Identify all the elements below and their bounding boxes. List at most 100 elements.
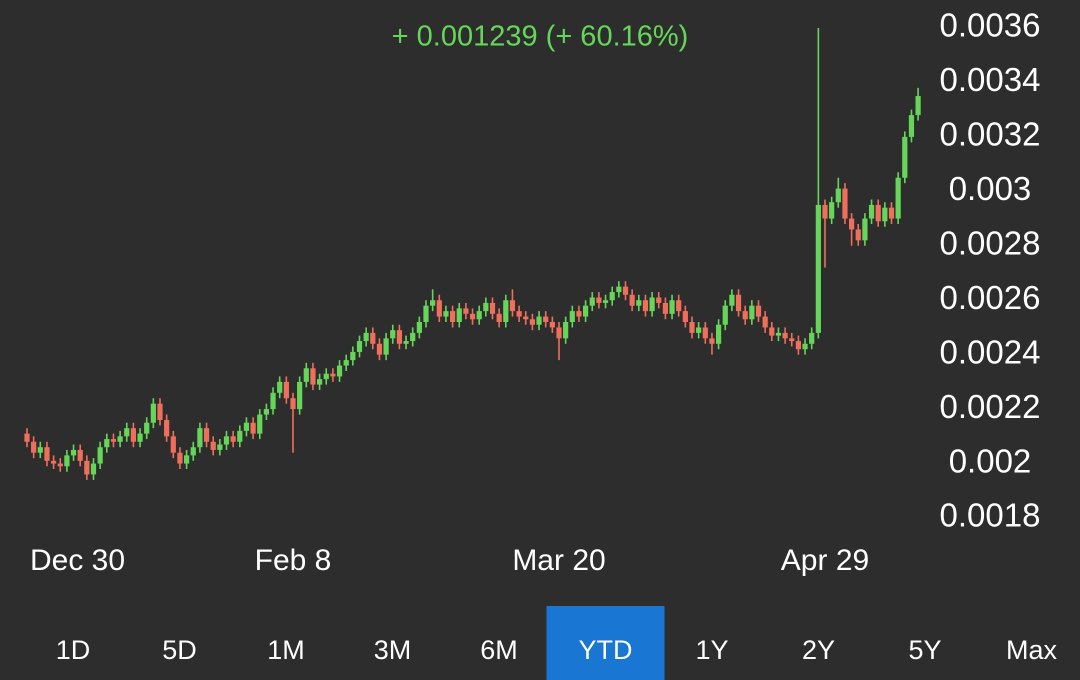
- candle-body: [702, 327, 708, 339]
- candle-body: [662, 302, 668, 314]
- candle-body: [263, 409, 269, 415]
- candle-body: [164, 420, 170, 437]
- candle-body: [237, 430, 243, 442]
- candle-body: [583, 305, 589, 317]
- candle-body: [396, 330, 402, 344]
- candle-body: [170, 436, 176, 453]
- range-tab[interactable]: 3M: [374, 635, 412, 665]
- candle-body: [789, 338, 795, 342]
- candle-body: [77, 449, 83, 461]
- candle-body: [390, 330, 396, 339]
- candle-body: [144, 422, 150, 434]
- candle-body: [516, 311, 522, 317]
- candle-body: [376, 343, 383, 355]
- candle-body: [157, 403, 163, 420]
- candle-body: [815, 204, 821, 333]
- y-tick-label: 0.0028: [940, 224, 1041, 261]
- candle-body: [410, 332, 416, 342]
- candle-body: [729, 294, 735, 306]
- candle-body: [430, 300, 436, 306]
- candle-body: [110, 439, 117, 442]
- candle-body: [569, 311, 575, 322]
- candle-body: [130, 428, 136, 442]
- x-tick-label: Apr 29: [781, 544, 869, 577]
- candle-body: [363, 332, 369, 342]
- candle-body: [636, 300, 642, 306]
- candle-body: [629, 294, 635, 306]
- candle-body: [463, 308, 469, 314]
- candle-body: [849, 218, 855, 230]
- candle-body: [317, 379, 323, 385]
- candle-body: [709, 338, 715, 344]
- candle-body: [310, 368, 316, 385]
- candle-body: [51, 460, 57, 464]
- candle-body: [323, 373, 329, 380]
- candle-body: [277, 381, 283, 393]
- y-tick-label: 0.002: [949, 442, 1032, 479]
- candle-body: [769, 327, 775, 336]
- range-tab[interactable]: 1Y: [695, 635, 728, 665]
- candle-body: [735, 294, 742, 312]
- candle-body: [656, 297, 662, 303]
- candle-body: [31, 441, 37, 453]
- candle-body: [230, 436, 236, 442]
- candle-body: [70, 449, 77, 456]
- candle-body: [882, 207, 888, 222]
- candle-body: [682, 311, 688, 322]
- range-tab[interactable]: 5Y: [908, 635, 941, 665]
- candle-body: [536, 316, 542, 325]
- candle-body: [97, 447, 103, 464]
- candle-body: [596, 297, 602, 303]
- candle-body: [150, 403, 156, 423]
- candle-body: [616, 286, 622, 293]
- candle-body: [755, 305, 762, 317]
- range-tab[interactable]: Max: [1006, 635, 1058, 665]
- candle-body: [370, 332, 376, 344]
- range-tab[interactable]: 2Y: [802, 635, 835, 665]
- candle-body: [383, 338, 389, 355]
- candle-body: [689, 322, 695, 333]
- candle-body: [117, 436, 123, 442]
- candle-body: [589, 297, 595, 306]
- range-tab[interactable]: YTD: [579, 635, 633, 665]
- candle-body: [868, 204, 875, 219]
- y-tick-label: 0.0026: [940, 279, 1041, 316]
- candle-body: [888, 207, 895, 219]
- range-tab[interactable]: 1D: [56, 635, 91, 665]
- candle-body: [190, 447, 196, 456]
- range-tab[interactable]: 6M: [480, 635, 518, 665]
- candle-body: [716, 324, 722, 344]
- candle-body: [642, 300, 649, 312]
- candle-body: [523, 316, 529, 320]
- candle-body: [469, 313, 476, 320]
- candle-body: [217, 444, 223, 450]
- change-label: + 0.001239 (+ 60.16%): [392, 21, 689, 53]
- candle-body: [722, 305, 728, 325]
- range-tab[interactable]: 5D: [162, 635, 197, 665]
- candle-body: [343, 360, 349, 366]
- candle-body: [203, 428, 210, 442]
- x-tick-label: Feb 8: [255, 544, 332, 577]
- candle-body: [483, 302, 489, 312]
- candle-body: [44, 447, 50, 461]
- candle-body: [403, 341, 409, 344]
- range-tab[interactable]: 1M: [267, 635, 305, 665]
- y-tick-label: 0.0018: [940, 497, 1041, 534]
- candle-body: [875, 204, 881, 222]
- candle-body: [676, 300, 682, 312]
- candle-body: [915, 96, 921, 116]
- candle-body: [104, 439, 110, 448]
- candle-body: [855, 229, 861, 241]
- candle-body: [177, 452, 183, 464]
- candle-body: [802, 343, 808, 350]
- candle-body: [37, 447, 43, 453]
- candle-body: [749, 305, 755, 320]
- candle-body: [330, 373, 336, 377]
- candle-body: [443, 311, 449, 317]
- candle-body: [609, 292, 615, 301]
- candle-body: [509, 300, 516, 312]
- candle-body: [336, 365, 343, 377]
- candle-body: [902, 136, 908, 178]
